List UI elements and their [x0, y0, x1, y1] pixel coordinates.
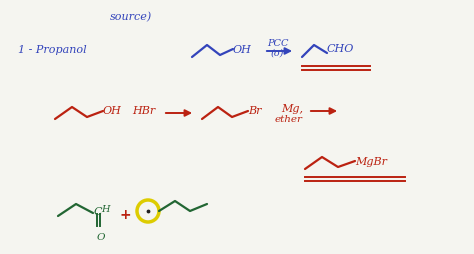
Text: C: C — [94, 206, 102, 216]
Text: Br: Br — [248, 106, 262, 116]
Text: PCC: PCC — [267, 39, 289, 48]
Text: Mg,: Mg, — [281, 104, 303, 114]
Text: source): source) — [110, 12, 152, 22]
Text: OH: OH — [233, 45, 252, 55]
Text: +: + — [120, 207, 132, 221]
Text: (o): (o) — [271, 49, 284, 58]
Text: OH: OH — [103, 106, 122, 116]
Text: 1 - Propanol: 1 - Propanol — [18, 45, 87, 55]
Text: O: O — [97, 232, 106, 241]
Text: HBr: HBr — [132, 106, 155, 116]
Text: H: H — [101, 204, 109, 213]
Text: ether: ether — [275, 115, 303, 123]
Text: CHO: CHO — [327, 44, 355, 54]
Text: MgBr: MgBr — [355, 156, 387, 166]
